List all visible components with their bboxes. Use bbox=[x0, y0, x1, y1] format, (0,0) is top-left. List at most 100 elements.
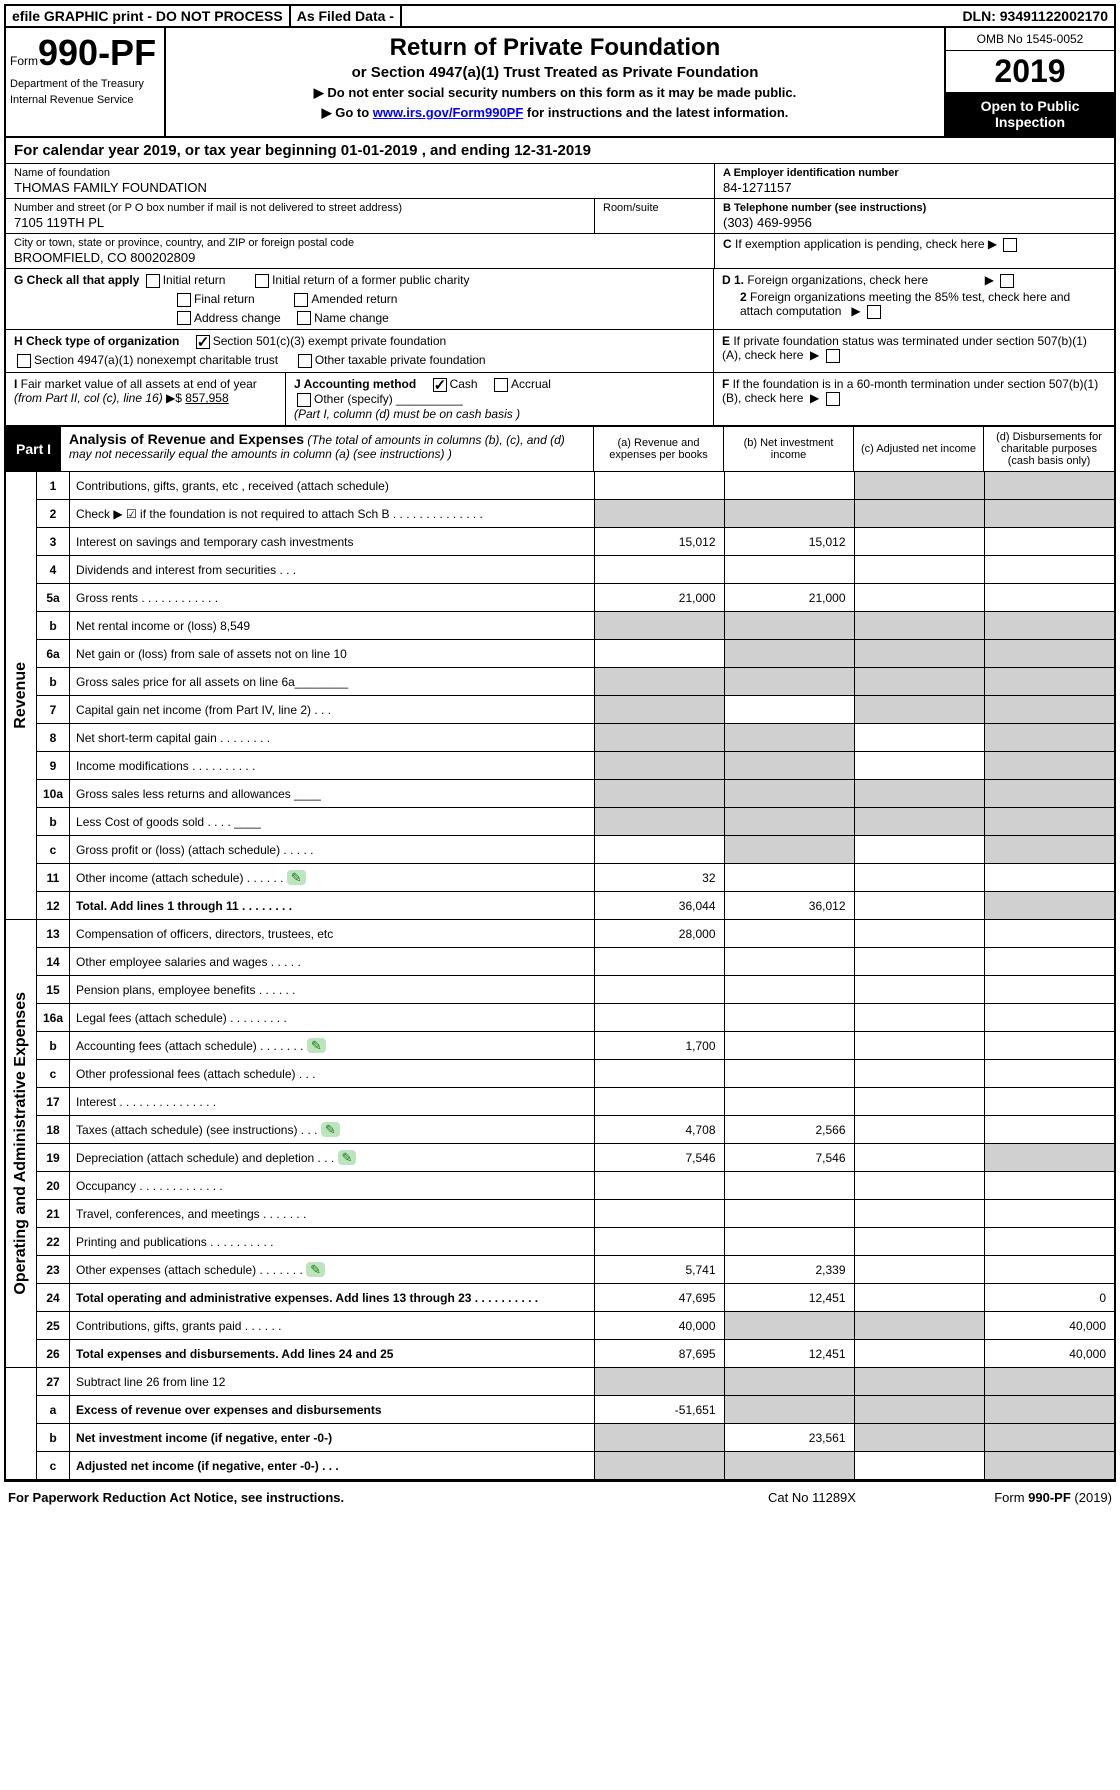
line-number: 1 bbox=[37, 472, 70, 500]
table-row: cOther professional fees (attach schedul… bbox=[6, 1060, 1114, 1088]
h-row2: Section 4947(a)(1) nonexempt charitable … bbox=[14, 353, 705, 368]
chk-cash[interactable] bbox=[433, 378, 447, 392]
col-d: (d) Disbursements for charitable purpose… bbox=[984, 427, 1114, 471]
table-row: 10aGross sales less returns and allowanc… bbox=[6, 780, 1114, 808]
cell-d bbox=[984, 584, 1114, 612]
cell-b bbox=[724, 752, 854, 780]
chk-accrual[interactable] bbox=[494, 378, 508, 392]
line-number: 11 bbox=[37, 864, 70, 892]
attachment-icon[interactable]: ✎ bbox=[306, 1262, 325, 1277]
cell-d bbox=[984, 836, 1114, 864]
chk-final[interactable] bbox=[177, 293, 191, 307]
line-desc: Interest . . . . . . . . . . . . . . . bbox=[70, 1088, 594, 1116]
cell-c bbox=[854, 1396, 984, 1424]
cell-c bbox=[854, 836, 984, 864]
cell-d bbox=[984, 1424, 1114, 1452]
address-label: Number and street (or P O box number if … bbox=[14, 202, 586, 214]
cell-c bbox=[854, 1032, 984, 1060]
chk-address-change[interactable] bbox=[177, 311, 191, 325]
chk-amended[interactable] bbox=[294, 293, 308, 307]
cell-b bbox=[724, 1172, 854, 1200]
chk-501c3[interactable] bbox=[196, 335, 210, 349]
header-right: OMB No 1545-0052 2019 Open to Public Ins… bbox=[944, 28, 1114, 136]
chk-initial-former[interactable] bbox=[255, 274, 269, 288]
city-label: City or town, state or province, country… bbox=[14, 237, 706, 249]
col-a: (a) Revenue and expenses per books bbox=[594, 427, 724, 471]
table-row: 4Dividends and interest from securities … bbox=[6, 556, 1114, 584]
line-number: 21 bbox=[37, 1200, 70, 1228]
line-number: 24 bbox=[37, 1284, 70, 1312]
fmv-value: 857,958 bbox=[185, 391, 228, 405]
line-number: 23 bbox=[37, 1256, 70, 1284]
i-fmv: I Fair market value of all assets at end… bbox=[6, 373, 286, 425]
cell-b bbox=[724, 1452, 854, 1480]
cell-c bbox=[854, 528, 984, 556]
cell-d bbox=[984, 1060, 1114, 1088]
g-row3: Address change Name change bbox=[14, 311, 705, 326]
cell-a bbox=[594, 1088, 724, 1116]
cell-d bbox=[984, 612, 1114, 640]
line-number: 2 bbox=[37, 500, 70, 528]
attachment-icon[interactable]: ✎ bbox=[321, 1122, 340, 1137]
attachment-icon[interactable]: ✎ bbox=[338, 1150, 357, 1165]
line-desc: Less Cost of goods sold . . . . ____ bbox=[70, 808, 594, 836]
cell-b bbox=[724, 1060, 854, 1088]
table-row: bGross sales price for all assets on lin… bbox=[6, 668, 1114, 696]
line-desc: Contributions, gifts, grants, etc , rece… bbox=[70, 472, 594, 500]
cell-a bbox=[594, 752, 724, 780]
line-number: 17 bbox=[37, 1088, 70, 1116]
cell-a bbox=[594, 1172, 724, 1200]
line-desc: Accounting fees (attach schedule) . . . … bbox=[70, 1032, 594, 1060]
chk-other-taxable[interactable] bbox=[298, 354, 312, 368]
cell-b bbox=[724, 668, 854, 696]
attachment-icon[interactable]: ✎ bbox=[287, 870, 306, 885]
line-desc: Other income (attach schedule) . . . . .… bbox=[70, 864, 594, 892]
chk-4947[interactable] bbox=[17, 354, 31, 368]
cell-d bbox=[984, 948, 1114, 976]
cell-c bbox=[854, 472, 984, 500]
chk-f[interactable] bbox=[826, 392, 840, 406]
line-number: 26 bbox=[37, 1340, 70, 1368]
cell-c bbox=[854, 864, 984, 892]
line-number: 22 bbox=[37, 1228, 70, 1256]
irs-link[interactable]: www.irs.gov/Form990PF bbox=[373, 105, 524, 120]
form-prefix: Form bbox=[10, 54, 38, 68]
cell-a bbox=[594, 500, 724, 528]
cell-b: 7,546 bbox=[724, 1144, 854, 1172]
line-number: c bbox=[37, 836, 70, 864]
cell-d bbox=[984, 1004, 1114, 1032]
cell-c bbox=[854, 1116, 984, 1144]
cell-b bbox=[724, 1004, 854, 1032]
d2-foreign: 2 Foreign organizations meeting the 85% … bbox=[722, 290, 1106, 319]
header-left: Form990-PF Department of the Treasury In… bbox=[6, 28, 166, 136]
chk-d1[interactable] bbox=[1000, 274, 1014, 288]
line-desc: Printing and publications . . . . . . . … bbox=[70, 1228, 594, 1256]
cell-c bbox=[854, 780, 984, 808]
cell-b bbox=[724, 472, 854, 500]
line-desc: Excess of revenue over expenses and disb… bbox=[70, 1396, 594, 1424]
chk-initial[interactable] bbox=[146, 274, 160, 288]
cell-c bbox=[854, 500, 984, 528]
chk-name-change[interactable] bbox=[297, 311, 311, 325]
attachment-icon[interactable]: ✎ bbox=[307, 1038, 326, 1053]
cell-d bbox=[984, 640, 1114, 668]
line-number: c bbox=[37, 1452, 70, 1480]
table-row: 24Total operating and administrative exp… bbox=[6, 1284, 1114, 1312]
cell-b bbox=[724, 500, 854, 528]
chk-other-method[interactable] bbox=[297, 393, 311, 407]
chk-e[interactable] bbox=[826, 349, 840, 363]
table-row: 19Depreciation (attach schedule) and dep… bbox=[6, 1144, 1114, 1172]
line-number: 18 bbox=[37, 1116, 70, 1144]
cell-b: 23,561 bbox=[724, 1424, 854, 1452]
chk-d2[interactable] bbox=[867, 305, 881, 319]
line-desc: Net short-term capital gain . . . . . . … bbox=[70, 724, 594, 752]
line-number: c bbox=[37, 1060, 70, 1088]
part1-label: Part I bbox=[6, 427, 61, 471]
cell-a bbox=[594, 1424, 724, 1452]
cell-d bbox=[984, 780, 1114, 808]
line-desc: Occupancy . . . . . . . . . . . . . bbox=[70, 1172, 594, 1200]
table-row: 9Income modifications . . . . . . . . . … bbox=[6, 752, 1114, 780]
f-60month: F If the foundation is in a 60-month ter… bbox=[722, 377, 1106, 406]
c-checkbox[interactable] bbox=[1003, 238, 1017, 252]
cell-a bbox=[594, 668, 724, 696]
